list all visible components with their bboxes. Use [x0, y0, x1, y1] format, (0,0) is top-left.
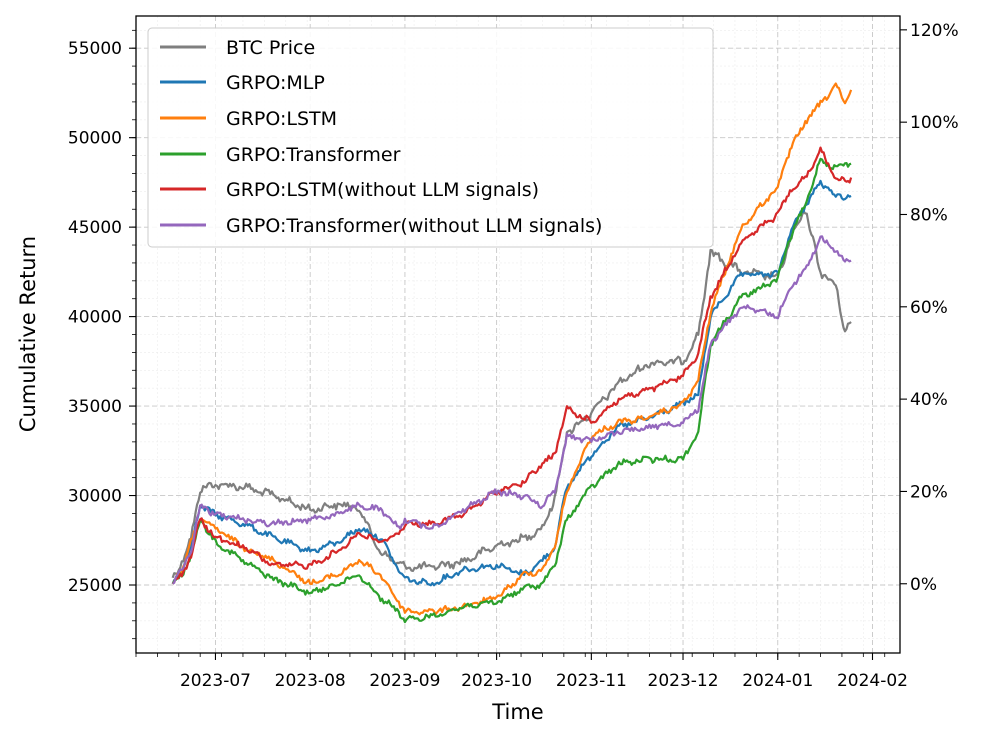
legend-label: GRPO:MLP: [226, 72, 325, 94]
y-right-tick-label: 20%: [910, 482, 948, 502]
x-axis-title: Time: [491, 700, 543, 724]
x-tick-label: 2023-08: [275, 671, 346, 691]
series-line-grpo-mlp: [171, 179, 852, 587]
legend: BTC Price GRPO:MLP GRPO:LSTM GRPO:Transf…: [147, 27, 714, 248]
legend-label: GRPO:LSTM: [226, 108, 337, 130]
y-left-tick-label: 30000: [68, 487, 122, 507]
y-right-tick-label: 40%: [910, 390, 948, 410]
y-left-tick-label: 25000: [68, 576, 122, 596]
y-right-tick-label: 100%: [910, 113, 959, 133]
legend-item-btc-price: BTC Price: [160, 37, 315, 59]
legend-label: GRPO:LSTM(without LLM signals): [226, 179, 539, 201]
series-line-grpo-lstm: [171, 82, 853, 616]
y-left-tick-label: 50000: [68, 129, 122, 149]
legend-label: GRPO:Transformer(without LLM signals): [226, 215, 602, 237]
x-tick-label: 2023-10: [461, 671, 532, 691]
legend-label: GRPO:Transformer: [226, 144, 401, 166]
series-line-grpo-lstm-without-llm-signals: [171, 146, 853, 585]
x-tick-label: 2023-07: [180, 671, 251, 691]
x-tick-label: 2023-09: [369, 671, 440, 691]
x-tick-label: 2023-11: [556, 671, 627, 691]
legend-item-grpo-transformer: GRPO:Transformer: [160, 144, 401, 166]
y-right-tick-label: 120%: [910, 21, 959, 41]
x-tick-label: 2023-12: [648, 671, 719, 691]
legend-label: BTC Price: [226, 37, 315, 59]
y-right-tick-label: 0%: [910, 575, 937, 595]
legend-item-grpo-transformer-no-llm: GRPO:Transformer(without LLM signals): [160, 215, 602, 237]
legend-item-grpo-lstm: GRPO:LSTM: [160, 108, 337, 130]
x-tick-labels: 2023-07 2023-08 2023-09 2023-10 2023-11 …: [180, 671, 908, 691]
legend-item-grpo-mlp: GRPO:MLP: [160, 72, 325, 94]
y-left-tick-label: 45000: [68, 218, 122, 238]
y-axis-title: Cumulative Return: [16, 236, 40, 432]
x-tick-label: 2024-01: [742, 671, 813, 691]
y-right-tick-label: 80%: [910, 205, 948, 225]
y-left-tick-labels: 25000 30000 35000 40000 45000 50000 5500…: [68, 39, 122, 596]
y-right-tick-label: 60%: [910, 298, 948, 318]
legend-box: [147, 27, 714, 248]
series-group: [171, 82, 853, 624]
x-tick-label: 2024-02: [837, 671, 908, 691]
y-left-tick-label: 40000: [68, 308, 122, 328]
ticks-group: [129, 29, 907, 660]
y-left-tick-label: 55000: [68, 39, 122, 59]
series-line-grpo-transformer-without-llm-signals: [172, 235, 852, 585]
legend-item-grpo-lstm-no-llm: GRPO:LSTM(without LLM signals): [160, 179, 539, 201]
series-line-grpo-transformer: [171, 157, 852, 624]
y-right-tick-labels: 0% 20% 40% 60% 80% 100% 120%: [910, 21, 959, 595]
y-left-tick-label: 35000: [68, 397, 122, 417]
